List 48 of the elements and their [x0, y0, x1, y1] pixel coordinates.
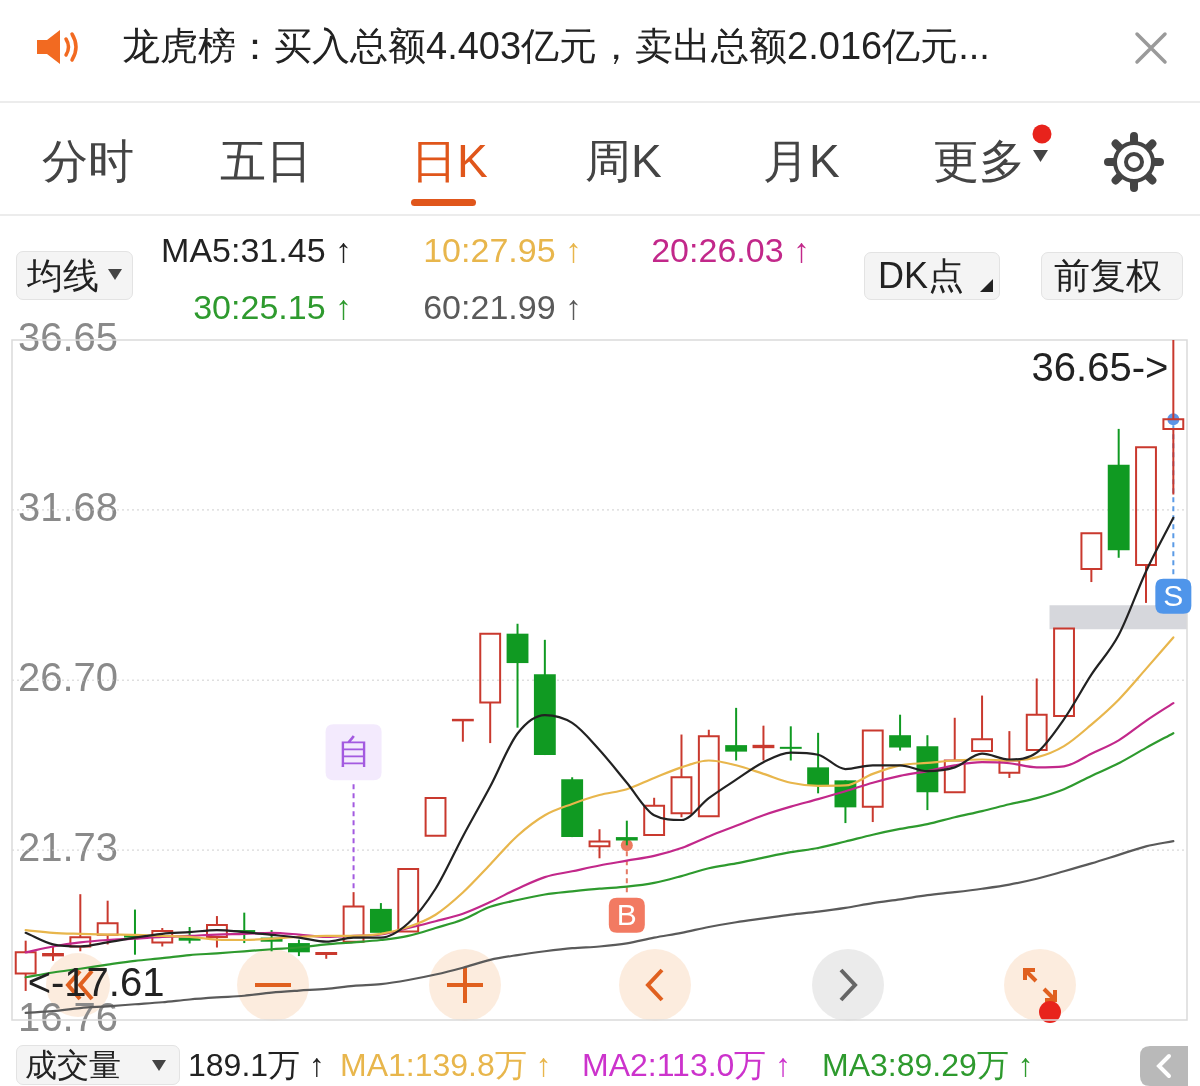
candlestick	[725, 706, 748, 762]
candlestick	[971, 694, 993, 752]
text: 成交量	[25, 1046, 121, 1085]
candlestick	[889, 713, 912, 752]
text: 20:26.03 ↑	[651, 230, 810, 271]
text: DK点	[878, 254, 965, 298]
text: 均线	[27, 254, 99, 298]
text: 更多	[933, 134, 1025, 189]
text: 五日	[220, 134, 312, 189]
candlestick	[1025, 677, 1048, 751]
text: 30:25.15 ↑	[193, 287, 352, 328]
candlestick	[1053, 627, 1075, 718]
y-tick-label: 26.70	[18, 655, 119, 700]
candlestick	[369, 902, 392, 934]
candlestick	[397, 867, 420, 933]
text: MA2:113.0万 ↑	[582, 1046, 792, 1085]
text: 月K	[763, 134, 840, 189]
y-tick-label: 21.73	[18, 825, 119, 870]
candlestick	[479, 632, 502, 745]
annotation: 自	[336, 731, 371, 770]
candlestick	[588, 828, 611, 860]
candlestick	[779, 725, 802, 762]
y-tick-label: 36.65	[18, 315, 119, 360]
text: 分时	[42, 134, 134, 189]
text: 周K	[585, 134, 662, 189]
candlestick	[807, 731, 830, 795]
candlestick	[424, 797, 447, 837]
candlestick	[342, 891, 365, 943]
text: 60:21.99 ↑	[423, 287, 582, 328]
text: MA3:89.29万 ↑	[822, 1046, 1034, 1085]
candlestick	[752, 724, 775, 762]
candlestick	[1135, 446, 1157, 604]
y-tick-label: 31.68	[18, 484, 119, 529]
text: MA1:139.8万 ↑	[340, 1046, 552, 1085]
annotation: B	[616, 897, 637, 931]
text: 前复权	[1054, 254, 1162, 298]
candlestick	[943, 716, 966, 794]
candlestick	[451, 718, 474, 743]
text: 日K	[411, 134, 488, 189]
chart-title: 龙虎榜：买入总额4.403亿元，卖出总额2.016亿元...	[122, 24, 990, 69]
candlestick	[1080, 532, 1103, 584]
candlestick	[861, 729, 884, 824]
text: 189.1万 ↑	[188, 1046, 325, 1085]
text: MA5:31.45 ↑	[161, 230, 352, 271]
y-tick-label: 16.76	[18, 995, 119, 1040]
annotation: 36.65->	[1031, 345, 1169, 390]
annotation: S	[1163, 578, 1184, 612]
text: 10:27.95 ↑	[423, 230, 582, 271]
